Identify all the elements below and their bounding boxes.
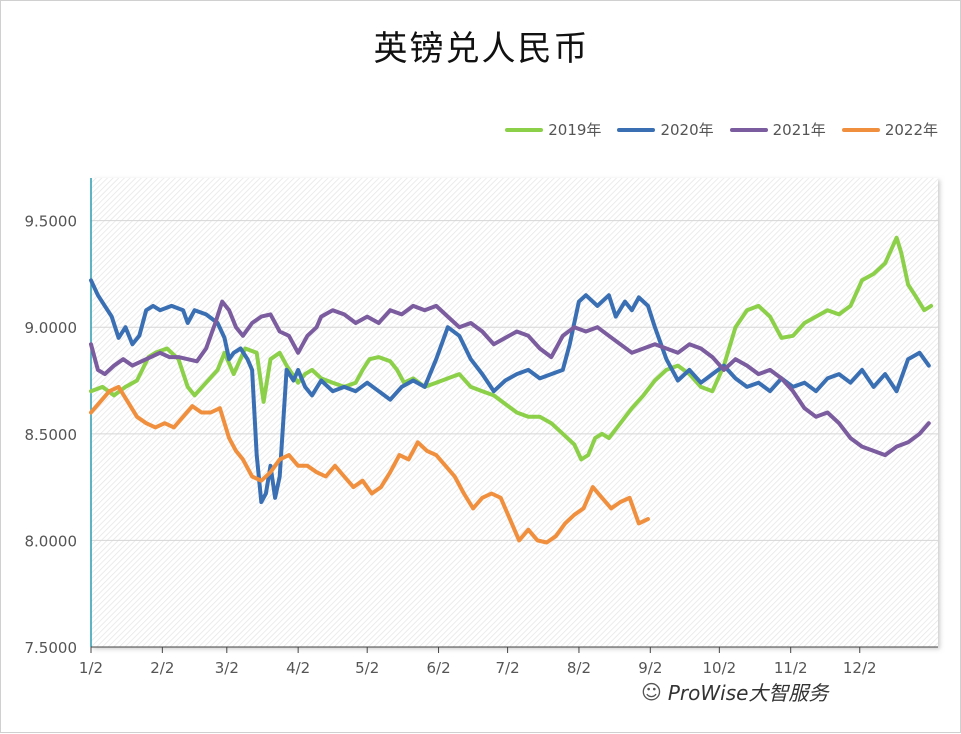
series-line-2021 <box>89 299 931 458</box>
y-tick-label: 9.0000 <box>25 319 78 337</box>
watermark: ☺ ProWise大智服务 <box>641 677 828 706</box>
legend-item-2021[interactable]: 2021年 <box>729 119 826 140</box>
watermark-text: ProWise大智服务 <box>667 681 829 705</box>
legend-swatch-2020 <box>617 127 656 132</box>
legend-item-2019[interactable]: 2019年 <box>505 119 601 140</box>
legend-swatch-2022 <box>841 127 880 132</box>
chart-title: 英镑兑人民币 <box>373 29 590 69</box>
y-tick-label: 8.0000 <box>25 532 78 550</box>
legend-item-2022[interactable]: 2022年 <box>841 119 938 140</box>
y-tick-label: 8.5000 <box>25 426 78 444</box>
legend-swatch-2021 <box>729 127 768 132</box>
x-tick-label: 8/2 <box>567 659 591 677</box>
legend-label-2021: 2021年 <box>772 121 826 139</box>
wechat-icon: ☺ <box>641 679 662 704</box>
y-tick-label: 9.5000 <box>25 213 78 231</box>
x-tick-label: 5/2 <box>355 659 379 677</box>
x-tick-label: 10/2 <box>703 659 737 677</box>
series-lines <box>89 235 934 545</box>
series-line-2022 <box>89 384 650 545</box>
legend-label-2020: 2020年 <box>660 121 714 139</box>
legend-item-2020[interactable]: 2020年 <box>617 119 714 140</box>
x-tick-label: 9/2 <box>638 659 662 677</box>
x-tick-label: 11/2 <box>774 659 808 677</box>
x-tick-label: 1/2 <box>79 659 103 677</box>
legend-label-2022: 2022年 <box>884 121 938 139</box>
x-tick-label: 2/2 <box>150 659 174 677</box>
legend-label-2019: 2019年 <box>548 121 602 139</box>
y-tick-label: 7.5000 <box>25 639 78 657</box>
x-tick-label: 7/2 <box>496 659 520 677</box>
legend-swatch-2019 <box>505 127 544 132</box>
x-tick-label: 4/2 <box>286 659 310 677</box>
x-tick-label: 6/2 <box>426 659 450 677</box>
x-tick-label: 12/2 <box>843 659 877 677</box>
series-line-2020 <box>89 278 931 504</box>
chart-legend: 2019年 2020年 2021年 2022年 <box>505 119 938 140</box>
x-tick-label: 3/2 <box>215 659 239 677</box>
series-line-2019 <box>89 235 934 462</box>
